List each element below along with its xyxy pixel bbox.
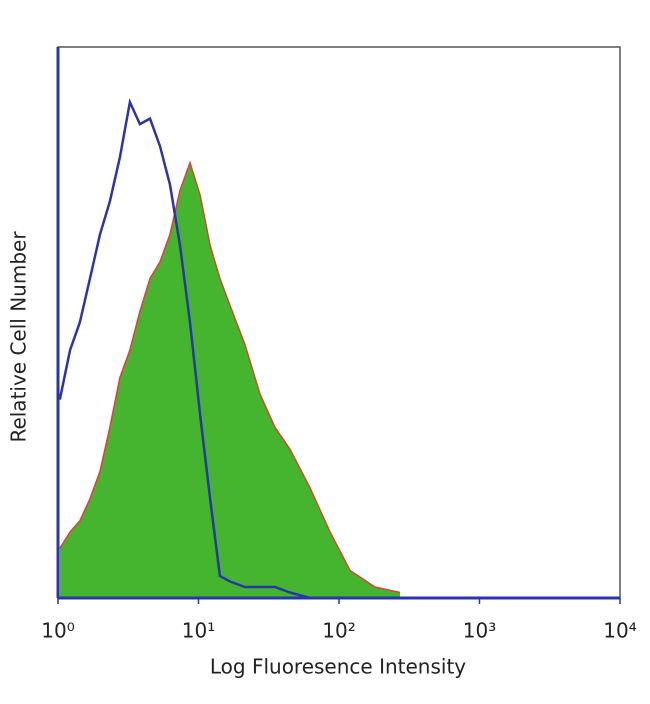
area-outline	[59, 160, 401, 594]
x-tick-label: 10²	[322, 619, 355, 643]
x-tick-label: 10⁴	[603, 619, 636, 643]
x-tick-label: 10³	[463, 619, 496, 643]
x-tick-label: 10⁰	[41, 619, 74, 643]
x-axis-label: Log Fluoresence Intensity	[210, 655, 466, 679]
x-tick-label: 10¹	[182, 619, 215, 643]
histogram-line	[58, 97, 401, 600]
y-axis-label: Relative Cell Number	[7, 231, 31, 443]
area-fill	[59, 162, 401, 598]
